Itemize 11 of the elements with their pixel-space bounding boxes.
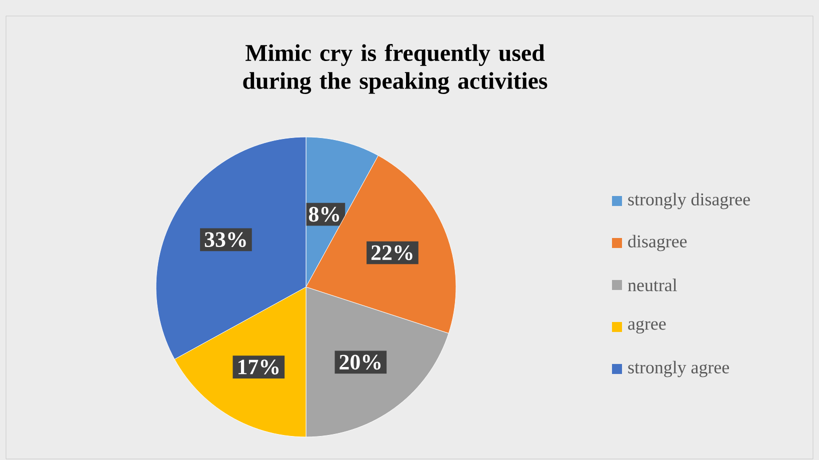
data-label: 33% [204,232,246,248]
data-label: 8% [308,206,340,222]
legend-label: strongly agree [628,360,729,378]
data-label: 17% [238,360,279,374]
chart-title: Mimic cry is frequently used during the speaking activities [243,44,548,94]
data-label: 20% [340,354,381,370]
legend-label: agree [628,320,666,334]
data-label: 22% [371,245,412,260]
legend-label: strongly disagree [628,192,750,210]
legend-label: neutral [628,278,677,292]
legend-label: disagree [628,234,687,252]
